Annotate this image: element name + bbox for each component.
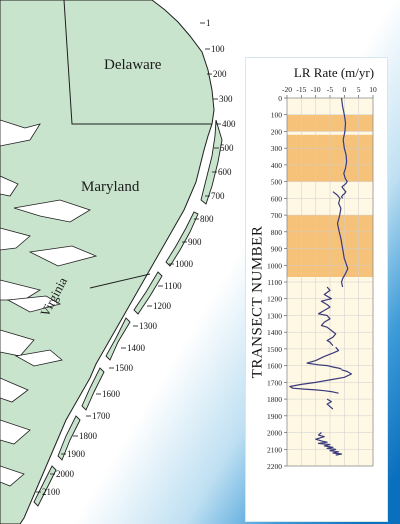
- transect-marker-label: 100: [211, 44, 225, 54]
- transect-marker-label: 2000: [56, 469, 75, 479]
- transect-marker-label: 1200: [153, 301, 172, 311]
- transect-marker-label: 1900: [67, 449, 86, 459]
- y-tick-label: 1300: [267, 311, 282, 320]
- y-tick-label: 1200: [267, 295, 282, 304]
- transect-marker-label: 500: [220, 143, 234, 153]
- series-line: [317, 286, 337, 346]
- mainland: [0, 0, 215, 524]
- transect-marker-label: 1800: [79, 431, 98, 441]
- transect-marker-label: 1400: [127, 343, 146, 353]
- state-borders: [63, 0, 212, 289]
- y-tick-label: 1500: [267, 345, 282, 354]
- x-tick-label: 5: [357, 85, 361, 94]
- x-tick-label: -5: [327, 85, 333, 94]
- x-tick-label: 10: [369, 85, 377, 94]
- state-label-delaware: Delaware: [104, 57, 162, 73]
- transect-marker-label: 1600: [102, 389, 121, 399]
- y-tick-label: 2200: [267, 462, 282, 471]
- transect-marker-label: 1100: [164, 281, 182, 291]
- transect-marker-label: 700: [211, 191, 225, 201]
- x-tick-label: -15: [296, 85, 306, 94]
- y-tick-label: 1600: [267, 362, 282, 371]
- y-tick-label: 0: [278, 94, 282, 103]
- transect-marker-label: 300: [219, 94, 233, 104]
- y-tick-label: 600: [271, 194, 283, 203]
- chart-title: LR Rate (m/yr): [294, 65, 374, 80]
- y-tick-label: 500: [271, 178, 283, 187]
- y-tick-label: 900: [271, 245, 283, 254]
- x-tick-label: -10: [311, 85, 321, 94]
- transect-marker-label: 800: [200, 214, 214, 224]
- bay-inlets: [0, 119, 98, 487]
- transect-marker-label: 1700: [92, 411, 111, 421]
- y-tick-label: 2100: [267, 445, 282, 454]
- plot-frame: [286, 97, 374, 467]
- y-tick-label: 700: [271, 211, 283, 220]
- y-tick-label: 1100: [267, 278, 282, 287]
- y-tick-label: 1400: [267, 328, 282, 337]
- transect-marker-label: 400: [222, 119, 236, 129]
- transect-marker-label: 1: [206, 18, 211, 28]
- y-tick-label: 400: [271, 161, 283, 170]
- x-tick-label: -20: [282, 85, 292, 94]
- series-line: [306, 346, 342, 370]
- series-line: [289, 369, 353, 394]
- y-tick-label: 800: [271, 228, 283, 237]
- series-line: [332, 191, 349, 288]
- y-tick-label: 100: [271, 111, 283, 120]
- transect-marker-label: 900: [188, 237, 202, 247]
- y-tick-label: 1700: [267, 378, 282, 387]
- series-line: [326, 398, 334, 410]
- y-tick-label: 2000: [267, 429, 282, 438]
- y-tick-label: 1000: [267, 261, 282, 270]
- y-tick-label: 1800: [267, 395, 282, 404]
- transect-marker-label: 600: [218, 167, 232, 177]
- y-tick-label: 300: [271, 144, 283, 153]
- transect-marker-label: 1500: [115, 363, 134, 373]
- x-tick-label: 0: [342, 85, 346, 94]
- y-tick-label: 200: [271, 127, 283, 136]
- y-tick-label: 1900: [267, 412, 282, 421]
- transect-marker-label: 200: [213, 69, 227, 79]
- series-line: [315, 432, 343, 456]
- transect-markers: 1100200300400500600700800900100011001200…: [36, 18, 236, 497]
- transect-marker-label: 2100: [42, 487, 61, 497]
- barrier-islands: [33, 119, 223, 507]
- series-line: [340, 97, 348, 199]
- transect-marker-label: 1300: [139, 321, 158, 331]
- state-label-maryland: Maryland: [81, 179, 140, 195]
- transect-marker-label: 1000: [175, 259, 194, 269]
